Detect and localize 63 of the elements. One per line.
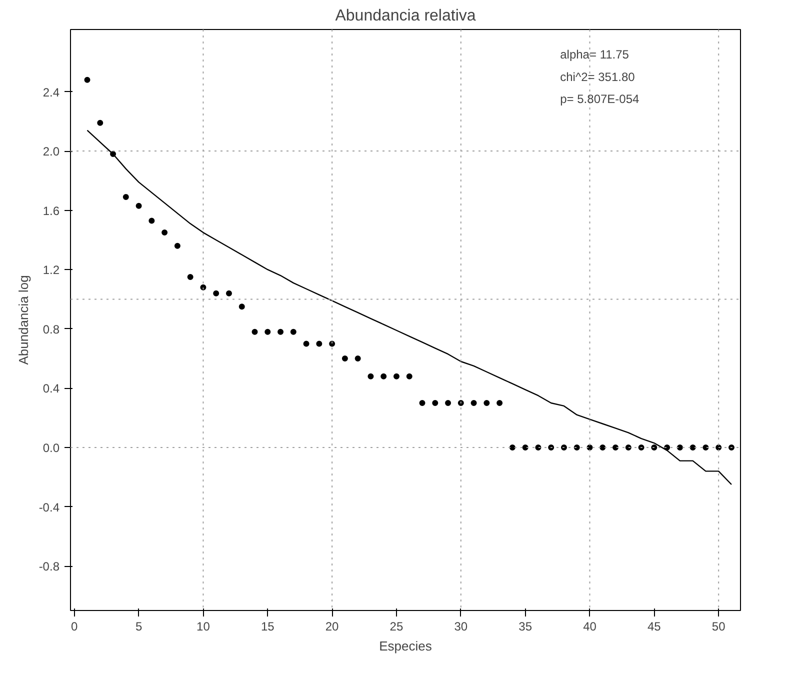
point	[612, 444, 619, 450]
x-tick-label: 10	[196, 620, 210, 634]
point	[84, 76, 90, 83]
annotation: chi^2= 351.80	[560, 70, 636, 84]
y-tick-label: 0.8	[42, 322, 60, 336]
point	[496, 400, 503, 406]
y-tick-label: 2.4	[42, 85, 60, 100]
point	[342, 356, 348, 362]
point	[690, 444, 696, 450]
point	[368, 373, 374, 380]
point	[162, 230, 168, 236]
y-tick-label: 0.0	[42, 440, 60, 455]
y-tick-label: 1.6	[42, 204, 60, 218]
x-tick-label: 25	[390, 620, 404, 634]
annotation: alpha= 11.75	[560, 48, 630, 62]
x-tick-label: 45	[648, 620, 662, 634]
point	[380, 373, 387, 380]
chart-title: Abundancia relativa	[335, 8, 476, 24]
point	[252, 328, 258, 335]
point	[354, 356, 361, 362]
point	[187, 274, 194, 280]
x-axis-title: Especies	[379, 638, 432, 654]
y-tick-label: -0.4	[38, 500, 60, 514]
y-tick-label: -0.8	[38, 560, 60, 574]
x-tick-label: 40	[583, 620, 597, 634]
point	[303, 340, 310, 347]
x-tick-label: 20	[325, 620, 340, 634]
point	[432, 400, 438, 406]
point	[238, 304, 245, 310]
point	[290, 328, 296, 335]
point	[174, 242, 180, 249]
x-tick-label: 30	[454, 620, 468, 634]
point	[484, 400, 490, 406]
point	[122, 194, 129, 200]
point	[702, 444, 709, 450]
x-tick-label: 35	[518, 620, 532, 634]
x-tick-label: 15	[260, 620, 275, 634]
point	[676, 444, 683, 450]
point	[470, 400, 477, 406]
y-tick-label: 1.2	[42, 263, 60, 278]
point	[600, 444, 606, 450]
point	[148, 218, 155, 224]
point	[406, 373, 412, 380]
point	[136, 202, 142, 209]
point	[213, 290, 220, 296]
annotation: p= 5.807E-054	[560, 92, 640, 106]
point	[393, 373, 400, 380]
point	[278, 328, 284, 335]
point	[264, 328, 271, 335]
point	[97, 120, 104, 126]
point	[226, 290, 232, 296]
point	[509, 444, 516, 450]
point	[419, 400, 426, 406]
point	[445, 400, 452, 406]
x-tick-label: 5	[135, 620, 142, 634]
x-tick-label: 50	[712, 620, 726, 634]
line-series	[86, 130, 732, 486]
point	[316, 340, 322, 347]
y-tick-label: 2.0	[42, 144, 60, 159]
point	[522, 444, 528, 450]
x-tick-label: 0	[71, 620, 78, 634]
y-axis-title: Abundancia log	[16, 275, 31, 365]
y-tick-label: 0.4	[42, 382, 60, 396]
